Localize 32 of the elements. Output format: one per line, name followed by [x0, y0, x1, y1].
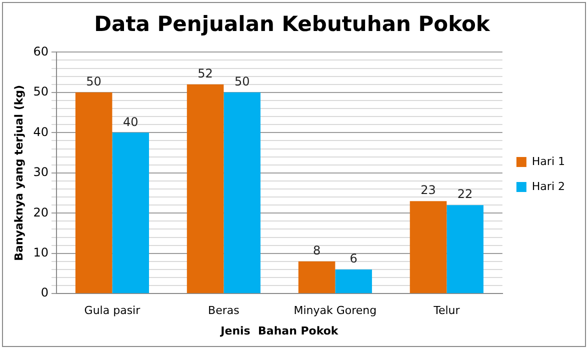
legend-label: Hari 1 — [532, 154, 566, 168]
y-tick-label: 30 — [33, 165, 48, 180]
bar — [298, 261, 336, 294]
data-label: 22 — [457, 187, 473, 202]
data-label: 8 — [312, 244, 321, 258]
bar — [186, 84, 224, 294]
bar — [410, 201, 447, 294]
data-label: 23 — [420, 183, 436, 198]
data-label: 6 — [350, 252, 358, 266]
y-tick-label: 60 — [33, 44, 48, 58]
data-label: 40 — [122, 114, 138, 129]
y-tick-label: 20 — [33, 205, 48, 220]
y-tick-label: 0 — [40, 286, 48, 300]
bar — [335, 269, 372, 294]
y-axis-title: Banyaknya yang terjual (kg) — [12, 84, 26, 261]
bar — [112, 132, 150, 294]
bar — [224, 92, 260, 294]
data-label: 50 — [234, 74, 250, 89]
y-tick-label: 10 — [33, 245, 48, 260]
bar — [446, 205, 484, 294]
chart-title: Data Penjualan Kebutuhan Pokok — [94, 12, 491, 36]
x-tick-label: Beras — [208, 304, 240, 318]
x-tick-label: Minyak Goreng — [294, 304, 377, 318]
x-axis-title: Jenis Bahan Pokok — [220, 324, 339, 338]
data-label: 52 — [198, 66, 213, 81]
y-tick-label: 40 — [33, 124, 48, 139]
bar — [75, 92, 112, 294]
legend-label: Hari 2 — [532, 180, 566, 193]
data-label: 50 — [86, 74, 102, 89]
y-tick-label: 50 — [33, 84, 48, 99]
x-tick-label: Gula pasir — [84, 304, 141, 318]
x-tick-label: Telur — [432, 304, 460, 318]
